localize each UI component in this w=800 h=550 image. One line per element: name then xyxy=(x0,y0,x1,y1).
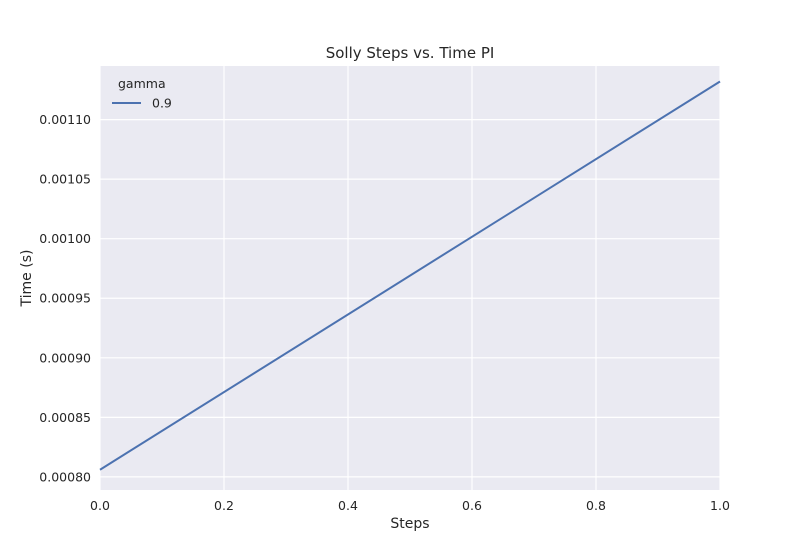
x-axis-label: Steps xyxy=(390,516,429,532)
legend-entry-label: 0.9 xyxy=(152,96,172,111)
x-tick-label: 1.0 xyxy=(710,498,730,513)
x-tick-label: 0.8 xyxy=(586,498,606,513)
legend: gamma 0.9 xyxy=(112,76,172,111)
y-axis-ticks: 0.00080 0.00085 0.00090 0.00095 0.00100 0.001… xyxy=(39,112,91,484)
y-tick-label: 0.00085 xyxy=(39,410,91,425)
grid xyxy=(99,66,721,490)
plot-area xyxy=(100,66,720,490)
x-tick-label: 0.4 xyxy=(338,498,358,513)
x-tick-label: 0.6 xyxy=(462,498,482,513)
series-layer xyxy=(99,80,721,471)
y-tick-label: 0.00095 xyxy=(39,291,91,306)
y-tick-label: 0.00090 xyxy=(39,350,91,365)
y-tick-label: 0.00105 xyxy=(39,172,91,187)
y-tick-label: 0.00100 xyxy=(39,231,91,246)
y-tick-label: 0.00080 xyxy=(39,469,91,484)
y-tick-label: 0.00110 xyxy=(39,112,91,127)
chart-title: Solly Steps vs. Time PI xyxy=(326,44,495,62)
series-line xyxy=(99,80,721,471)
x-tick-label: 0.0 xyxy=(90,498,110,513)
y-axis-label: Time (s) xyxy=(19,250,35,308)
x-tick-label: 0.2 xyxy=(214,498,234,513)
legend-title: gamma xyxy=(118,76,166,91)
x-axis-ticks: 0.0 0.2 0.4 0.6 0.8 1.0 xyxy=(90,498,730,513)
